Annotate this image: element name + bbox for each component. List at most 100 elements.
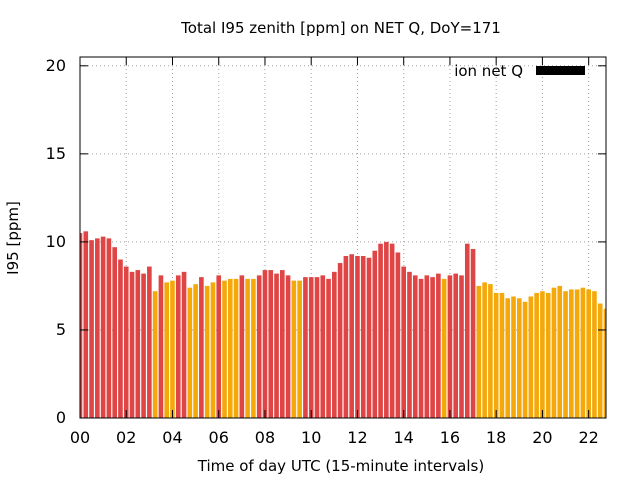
x-tick-label: 10 [301,428,321,447]
bar [181,271,187,418]
bar [210,282,216,418]
bar [83,231,89,418]
bar [193,284,198,418]
bar [470,248,476,418]
bar [586,289,591,418]
bar [129,271,135,418]
x-tick-label: 06 [209,428,229,447]
bar [152,291,158,418]
bar [106,238,112,418]
legend-swatch [536,66,585,75]
bar [551,287,557,418]
bar [251,278,256,418]
bar [355,255,360,418]
bar [516,298,522,418]
bar [597,303,603,418]
x-tick-label: 02 [116,428,136,447]
bar [199,277,204,418]
y-tick-label: 5 [56,320,66,339]
bar [314,277,320,418]
bar [112,247,117,418]
bar [147,266,152,418]
y-tick-label: 10 [46,232,66,251]
bar [453,273,459,418]
bar [285,275,291,418]
bar [256,275,262,418]
bar [279,270,285,418]
bar [303,277,308,418]
bar [291,280,297,418]
bar [401,266,407,418]
bar [580,287,586,418]
bar [326,278,331,418]
x-tick-label: 22 [578,428,598,447]
bar [424,275,430,418]
y-axis-label: I95 [ppm] [4,201,22,275]
bar [528,296,534,418]
bar [488,284,493,418]
bar [233,278,239,418]
bar [343,255,349,418]
bar [227,278,233,418]
bar [545,292,551,418]
chart-title: Total I95 zenith [ppm] on NET Q, DoY=171 [180,19,501,37]
x-tick-label: 18 [486,428,506,447]
x-tick-label: 00 [70,428,90,447]
bar [482,282,487,418]
bar [118,259,123,418]
bar [268,270,274,418]
legend: ion net Q [454,62,585,80]
bar [476,285,482,418]
bar [436,273,441,418]
x-tick-label: 14 [394,428,414,447]
bar [349,254,354,418]
x-tick-label: 04 [162,428,182,447]
bar [384,241,389,418]
bar [175,275,181,418]
bar [360,255,366,418]
bar [262,270,268,418]
bar [245,278,250,418]
bar [95,238,100,418]
bar [135,270,141,418]
bar [464,243,470,418]
bar [389,243,395,418]
bar [505,298,511,418]
bar [418,278,424,418]
bar [274,273,279,418]
bar [603,308,606,418]
bar [158,275,164,418]
bar [459,275,464,418]
bar [170,280,175,418]
bar [534,292,539,418]
bar [239,275,245,418]
bar [540,291,545,418]
bar [80,233,83,418]
bar [320,275,326,418]
bar [89,240,94,418]
x-tick-label: 20 [532,428,552,447]
bar [563,291,568,418]
bar [123,266,129,418]
y-tick-label: 20 [46,56,66,75]
x-axis-label: Time of day UTC (15-minute intervals) [197,457,484,475]
bar [141,273,146,418]
bar [216,275,222,418]
bar [187,287,193,418]
x-tick-label: 08 [255,428,275,447]
plot-border [79,56,607,419]
bar [297,280,302,418]
bar [430,277,435,418]
x-tick-label: 12 [347,428,367,447]
bar [441,278,447,418]
bar [164,282,170,418]
bar [493,292,499,418]
bar [100,236,106,418]
x-tick-label: 16 [440,428,460,447]
axes: 0 5 10 15 20 00 02 04 06 08 10 12 14 16 18 20 22 [46,56,607,447]
bar [308,277,314,418]
bar [407,271,412,418]
bar [395,252,401,418]
bar [372,250,378,418]
